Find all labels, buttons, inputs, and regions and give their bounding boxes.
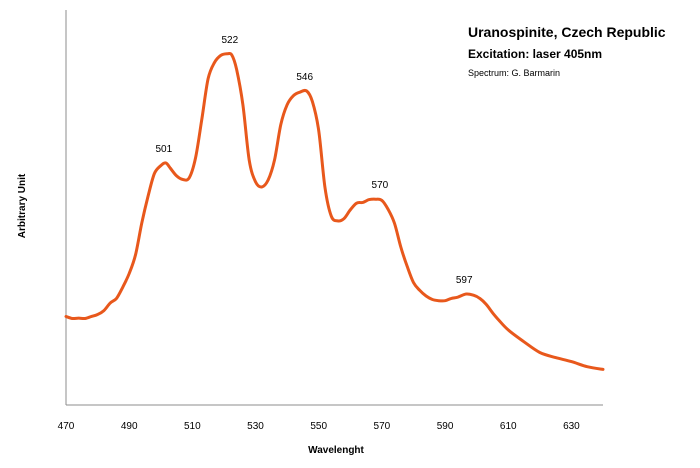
chart-title: Uranospinite, Czech Republic: [468, 24, 666, 40]
peak-label-570: 570: [372, 180, 389, 191]
series-line: [64, 51, 605, 371]
x-tick-label: 490: [121, 421, 138, 432]
x-tick-label: 510: [184, 421, 201, 432]
chart-subtitle: Excitation: laser 405nm: [468, 47, 602, 61]
chart-credit: Spectrum: G. Barmarin: [468, 68, 560, 78]
peak-label-501: 501: [155, 144, 172, 155]
x-tick-label: 610: [500, 421, 517, 432]
peak-label-597: 597: [456, 275, 473, 286]
x-tick-labels: 470 490 510 530 550 570 590 610 630: [58, 421, 581, 432]
x-tick-label: 470: [58, 421, 75, 432]
peak-label-546: 546: [296, 72, 313, 83]
x-tick-label: 550: [310, 421, 327, 432]
peak-label-522: 522: [221, 35, 238, 46]
x-axis-label: Wavelenght: [308, 445, 364, 456]
x-tick-label: 630: [563, 421, 580, 432]
x-tick-label: 530: [247, 421, 264, 432]
x-tick-label: 570: [374, 421, 391, 432]
x-tick-label: 590: [437, 421, 454, 432]
peak-labels: 501 522 546 570 597: [155, 35, 473, 286]
y-axis-label: Arbitrary Unit: [17, 173, 28, 238]
